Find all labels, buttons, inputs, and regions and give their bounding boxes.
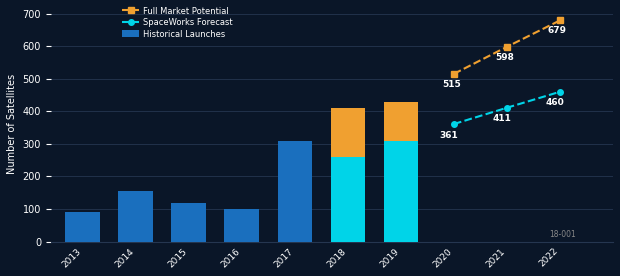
Legend: Full Market Potential, SpaceWorks Forecast, Historical Launches: Full Market Potential, SpaceWorks Foreca… bbox=[122, 7, 233, 39]
Bar bbox=[224, 209, 259, 242]
Bar bbox=[65, 212, 100, 242]
Bar bbox=[384, 141, 418, 242]
Text: 411: 411 bbox=[492, 114, 511, 123]
Bar bbox=[278, 141, 312, 242]
Bar bbox=[118, 191, 153, 242]
Text: 460: 460 bbox=[546, 98, 564, 107]
Bar bbox=[330, 157, 365, 242]
Y-axis label: Number of Satellites: Number of Satellites bbox=[7, 74, 17, 174]
Text: 679: 679 bbox=[548, 26, 567, 35]
Text: 515: 515 bbox=[442, 80, 461, 89]
Bar bbox=[384, 102, 418, 141]
Bar bbox=[330, 108, 365, 157]
Text: 361: 361 bbox=[439, 131, 458, 140]
Text: 598: 598 bbox=[495, 53, 514, 62]
Text: 18-001: 18-001 bbox=[549, 230, 576, 239]
Bar bbox=[171, 203, 206, 242]
